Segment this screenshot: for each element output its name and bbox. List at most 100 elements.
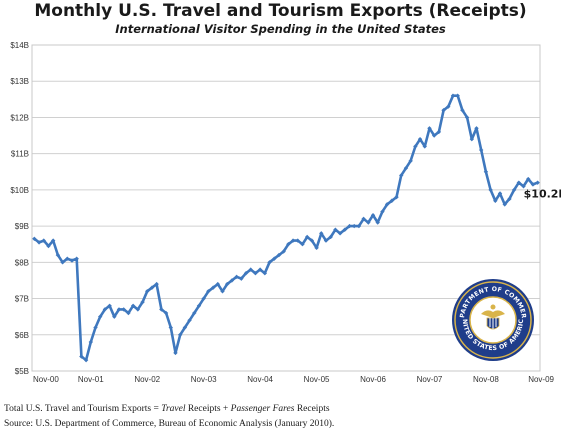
- data-point: [253, 271, 258, 276]
- y-tick-label: $8B: [15, 258, 29, 267]
- data-point: [526, 176, 531, 182]
- data-point: [192, 310, 197, 316]
- data-point: [159, 307, 164, 312]
- data-point: [243, 271, 249, 276]
- y-tick-label: $5B: [15, 367, 29, 376]
- chart-subtitle: International Visitor Spending in the Un…: [115, 22, 446, 36]
- data-point: [229, 278, 235, 283]
- y-axis-ticks: $5B $6B $7B $8B $9B $10B $11B $12B $13B $14B: [10, 41, 29, 376]
- y-tick-label: $6B: [15, 331, 29, 340]
- data-point: [389, 198, 395, 203]
- data-point: [257, 267, 263, 272]
- data-point: [196, 303, 202, 308]
- data-point: [436, 129, 442, 135]
- data-point: [441, 108, 446, 113]
- data-point: [474, 126, 479, 131]
- data-point: [300, 242, 305, 247]
- data-point: [366, 220, 371, 225]
- data-point: [347, 223, 352, 229]
- x-tick-label: Nov-04: [247, 375, 273, 384]
- chart-title: Monthly U.S. Travel and Tourism Exports …: [34, 1, 527, 21]
- data-point: [403, 165, 409, 171]
- data-point: [375, 220, 380, 225]
- data-point: [502, 202, 507, 207]
- data-point: [248, 267, 253, 272]
- data-point: [239, 276, 244, 281]
- data-point: [69, 258, 75, 263]
- data-point: [417, 136, 423, 142]
- data-point: [304, 234, 310, 240]
- x-tick-label: Nov-01: [78, 375, 104, 384]
- data-point: [521, 184, 526, 189]
- data-point: [427, 126, 432, 131]
- end-value-label: $10.2B: [524, 188, 561, 201]
- x-tick-label: Nov-09: [528, 375, 554, 384]
- data-point: [530, 182, 536, 187]
- x-tick-label: Nov-05: [304, 375, 330, 384]
- series-group: [32, 93, 540, 363]
- x-tick-label: Nov-03: [191, 375, 217, 384]
- data-point: [469, 136, 474, 142]
- y-tick-label: $13B: [10, 77, 29, 86]
- data-point: [173, 350, 178, 356]
- data-point: [116, 307, 122, 312]
- data-point: [74, 256, 79, 261]
- data-point: [516, 180, 522, 185]
- data-point: [479, 147, 484, 153]
- data-point: [215, 281, 220, 287]
- data-point: [102, 307, 108, 312]
- data-point: [32, 236, 37, 241]
- data-point: [210, 285, 216, 290]
- y-tick-label: $7B: [15, 295, 29, 304]
- data-point: [187, 318, 192, 323]
- data-point: [535, 180, 540, 185]
- data-point: [460, 108, 465, 113]
- data-point: [140, 299, 145, 305]
- data-point: [370, 213, 376, 218]
- data-point: [154, 281, 159, 287]
- y-tick-label: $14B: [10, 41, 29, 50]
- data-point: [182, 325, 188, 330]
- x-axis-ticks: Nov-00 Nov-01 Nov-02 Nov-03 Nov-04 Nov-05 Nov-…: [33, 375, 555, 384]
- data-point: [464, 115, 470, 120]
- data-point: [352, 223, 357, 229]
- data-point: [295, 238, 300, 243]
- plot-area: [31, 44, 541, 372]
- data-point: [121, 307, 126, 312]
- data-point: [309, 238, 315, 243]
- data-point: [149, 285, 155, 290]
- data-point: [234, 274, 239, 280]
- data-point: [380, 209, 385, 214]
- data-point: [206, 289, 211, 294]
- data-point: [399, 173, 404, 178]
- data-point: [93, 325, 98, 330]
- data-point: [488, 187, 493, 193]
- data-point: [319, 231, 324, 236]
- data-point: [323, 238, 329, 243]
- data-point: [98, 314, 103, 319]
- y-tick-label: $11B: [11, 150, 29, 159]
- data-point: [112, 314, 117, 319]
- data-point: [163, 310, 169, 316]
- data-point: [507, 196, 512, 202]
- data-point: [168, 325, 173, 330]
- data-point: [135, 307, 141, 312]
- data-point: [455, 93, 460, 98]
- commerce-seal-logo: DEPARTMENT OF COMMERCE UNITED STATES OF …: [452, 279, 534, 361]
- data-point: [225, 281, 230, 287]
- data-point: [83, 357, 89, 363]
- data-point: [107, 303, 112, 308]
- data-point: [361, 216, 366, 222]
- data-point: [394, 194, 399, 200]
- data-point: [408, 158, 413, 164]
- data-point: [201, 296, 206, 301]
- data-point: [431, 133, 437, 138]
- data-point: [145, 289, 150, 294]
- data-point: [384, 202, 390, 207]
- y-tick-label: $12B: [10, 113, 29, 122]
- data-point: [450, 93, 456, 98]
- y-tick-label: $9B: [15, 222, 29, 231]
- data-point: [333, 227, 338, 232]
- data-point: [328, 234, 333, 240]
- data-point: [41, 238, 46, 243]
